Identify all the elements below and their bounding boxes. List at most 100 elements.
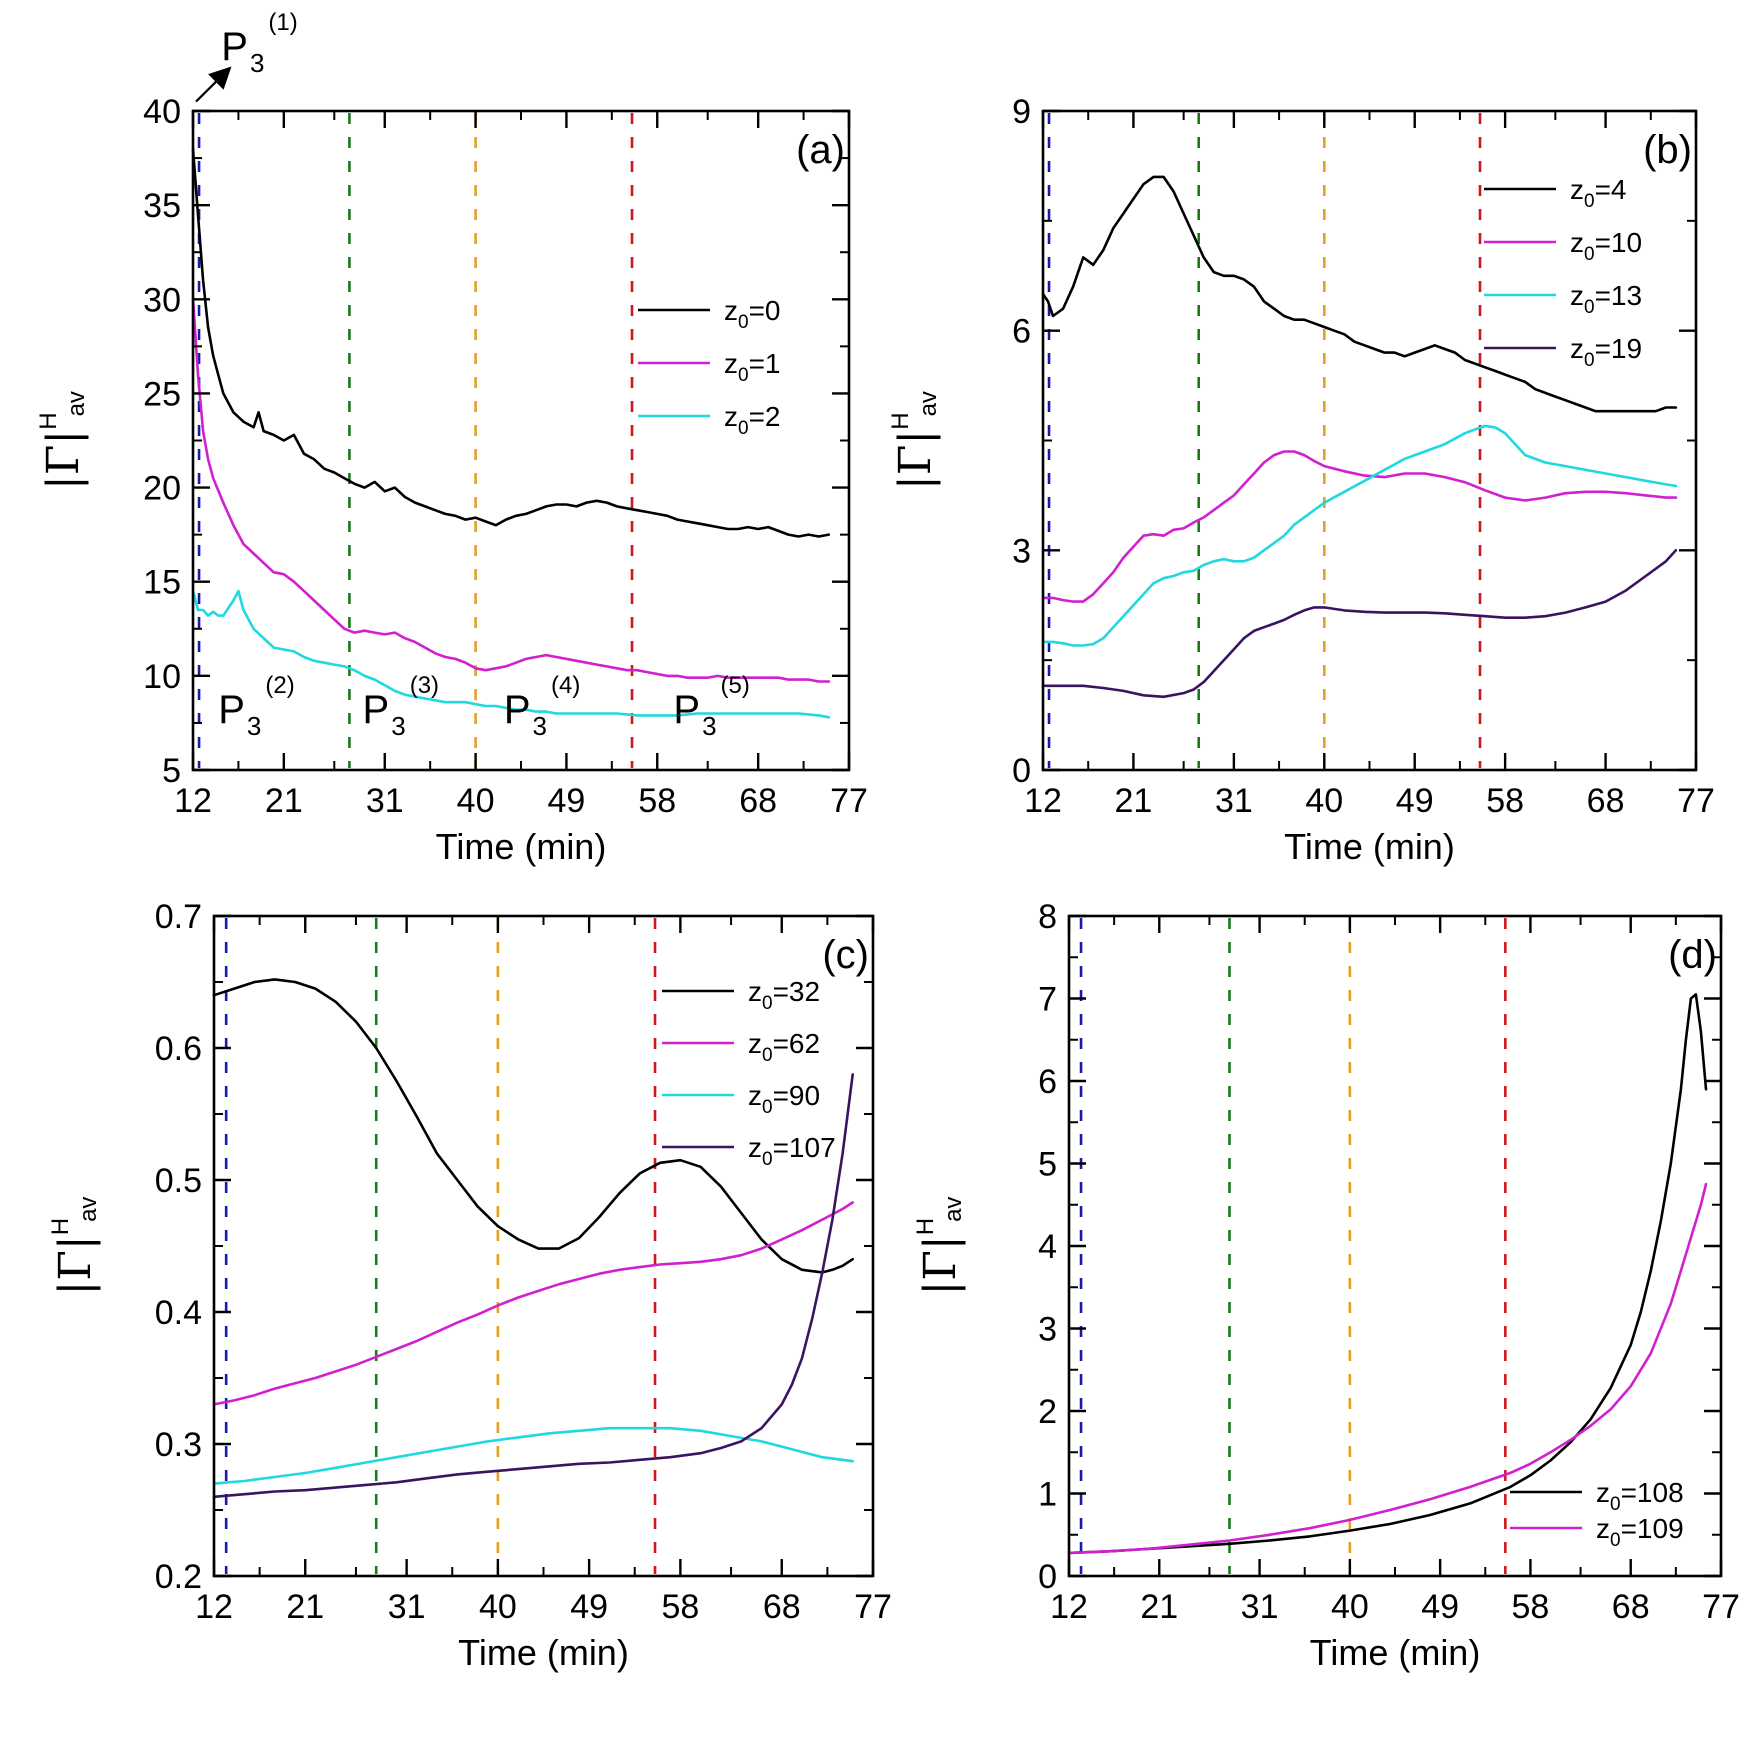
legend-label: z0=0: [724, 295, 781, 333]
legend-label-sub: 0: [762, 993, 773, 1014]
y-axis-title-sub: av: [940, 1197, 967, 1222]
phase-annotation-sup: (5): [721, 672, 750, 699]
y-tick-label: 3: [1012, 532, 1031, 570]
legend-label-rest: =107: [773, 1132, 836, 1163]
legend-label: z0=107: [748, 1132, 836, 1170]
y-axis-title: |Γ|Hav: [47, 1197, 102, 1296]
plot-frame: [1041, 109, 1698, 772]
phase-annotation-sup: (2): [265, 672, 294, 699]
phase-annotation-base: P: [363, 688, 390, 732]
legend-label: z0=32: [748, 976, 820, 1014]
y-tick-label: 2: [1038, 1393, 1057, 1431]
series-line-z0-107: [212, 1073, 855, 1499]
series-line-z0-1: [191, 297, 831, 683]
panel-label: (a): [796, 128, 845, 172]
legend-label-base: z: [724, 348, 738, 379]
legend-label-sub: 0: [1584, 350, 1595, 371]
y-tick-label: 6: [1038, 1063, 1057, 1101]
legend-label-rest: =108: [1621, 1477, 1684, 1508]
x-tick-label: 68: [1612, 1588, 1650, 1626]
legend-label-base: z: [1596, 1477, 1610, 1508]
y-tick-label: 0: [1012, 752, 1031, 790]
x-tick-label: 49: [1421, 1588, 1459, 1626]
x-tick-label: 68: [763, 1588, 801, 1626]
y-axis-title-sub: av: [915, 391, 942, 416]
legend-label-base: z: [1570, 280, 1584, 311]
phase-annotation: P3(5): [673, 672, 750, 741]
legend-label-rest: =2: [749, 401, 781, 432]
legend-label: z0=108: [1596, 1477, 1684, 1515]
legend-label-rest: =62: [773, 1028, 821, 1059]
series-line-z0-10: [1041, 450, 1678, 603]
legend-label: z0=10: [1570, 227, 1642, 265]
legend-label-base: z: [748, 1080, 762, 1111]
y-axis-title-sub: av: [75, 1197, 102, 1222]
legend-label-sub: 0: [762, 1097, 773, 1118]
y-tick-label: 5: [162, 752, 181, 790]
phase-annotation-sub: 3: [391, 711, 405, 741]
phase-annotation-sub: 3: [702, 711, 716, 741]
phase-annotation: P3(4): [504, 672, 581, 741]
y-axis-title-sup: H: [887, 412, 914, 429]
legend-label-sub: 0: [1610, 1494, 1621, 1515]
legend-label-rest: =90: [773, 1080, 821, 1111]
legend-label-base: z: [724, 295, 738, 326]
legend-label-base: z: [748, 976, 762, 1007]
y-axis-title: |Γ|Hav: [35, 391, 90, 490]
y-tick-label: 25: [143, 375, 181, 413]
y-tick-label: 0.3: [155, 1426, 202, 1464]
y-tick-label: 20: [143, 470, 181, 508]
plot-frame: [212, 914, 875, 1578]
phase-annotation-base: P: [221, 25, 248, 69]
y-tick-label: 7: [1038, 981, 1057, 1019]
x-tick-label: 21: [265, 782, 303, 820]
legend-label-sub: 0: [762, 1149, 773, 1170]
legend-label-sub: 0: [1610, 1530, 1621, 1551]
x-tick-label: 40: [1305, 782, 1343, 820]
legend-label: z0=13: [1570, 280, 1642, 318]
y-tick-label: 3: [1038, 1311, 1057, 1349]
series-line-z0-32: [212, 978, 855, 1274]
x-tick-label: 49: [1396, 782, 1434, 820]
x-axis-title: Time (min): [1310, 1632, 1481, 1673]
x-tick-label: 77: [1677, 782, 1715, 820]
legend-label-sub: 0: [762, 1045, 773, 1066]
legend-label-sub: 0: [738, 365, 749, 386]
legend-label: z0=2: [724, 401, 781, 439]
chart-panel-3: 12 21 31 40 49 58 68 77 0.2 0.3 0.4 0.5 0.6 0.7 Time (…: [47, 898, 892, 1673]
y-tick-label: 0.6: [155, 1030, 202, 1068]
y-axis-title-main: |Γ|: [915, 1235, 966, 1295]
y-axis-title-main: |Γ|: [890, 430, 941, 490]
phase-annotation: P3(3): [363, 672, 440, 741]
y-tick-label: 6: [1012, 313, 1031, 351]
legend-label: z0=19: [1570, 333, 1642, 371]
phase-annotation: P3(1): [221, 9, 298, 78]
x-tick-label: 12: [1024, 782, 1062, 820]
y-tick-label: 1: [1038, 1476, 1057, 1514]
y-tick-label: 0.2: [155, 1558, 202, 1596]
y-axis-title-sup: H: [47, 1218, 74, 1235]
x-tick-label: 68: [1587, 782, 1625, 820]
y-tick-label: 15: [143, 564, 181, 602]
y-tick-label: 0.7: [155, 898, 202, 936]
series-line-z0-109: [1067, 1182, 1708, 1555]
y-tick-label: 0.4: [155, 1294, 202, 1332]
phase-annotation-sup: (3): [410, 672, 439, 699]
x-tick-label: 58: [638, 782, 676, 820]
y-tick-label: 30: [143, 281, 181, 319]
series-line-z0-2: [191, 589, 831, 719]
x-tick-label: 58: [661, 1588, 699, 1626]
y-axis-title-main: |Γ|: [38, 430, 89, 490]
legend-label-rest: =13: [1595, 280, 1643, 311]
legend-label-base: z: [724, 401, 738, 432]
legend-label: z0=1: [724, 348, 781, 386]
x-tick-label: 77: [830, 782, 868, 820]
x-axis-title: Time (min): [436, 826, 607, 867]
x-tick-label: 21: [1140, 1588, 1178, 1626]
panel-label: (b): [1643, 128, 1692, 172]
legend-label: z0=109: [1596, 1513, 1684, 1551]
x-tick-label: 40: [457, 782, 495, 820]
x-axis-title: Time (min): [458, 1632, 629, 1673]
series-line-z0-4: [1041, 175, 1678, 413]
